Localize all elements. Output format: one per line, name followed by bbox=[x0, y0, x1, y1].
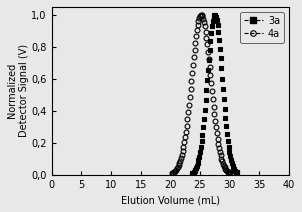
4a bbox=[183, 136, 187, 138]
4a bbox=[203, 25, 207, 28]
3a bbox=[201, 126, 205, 128]
4a bbox=[190, 80, 193, 82]
4a bbox=[199, 14, 203, 16]
4a bbox=[170, 172, 174, 174]
3a bbox=[213, 14, 217, 16]
3a bbox=[236, 172, 239, 174]
4a bbox=[182, 141, 186, 144]
4a bbox=[204, 30, 207, 33]
Line: 4a: 4a bbox=[170, 13, 233, 176]
Y-axis label: Normalized
Detector Signal (V): Normalized Detector Signal (V) bbox=[7, 44, 29, 137]
4a bbox=[224, 167, 227, 170]
Legend: 3a, 4a: 3a, 4a bbox=[240, 12, 284, 42]
Line: 3a: 3a bbox=[190, 13, 240, 176]
3a bbox=[234, 170, 238, 173]
3a bbox=[190, 172, 194, 174]
3a bbox=[221, 88, 225, 90]
X-axis label: Elution Volume (mL): Elution Volume (mL) bbox=[121, 195, 220, 205]
3a bbox=[229, 159, 233, 161]
3a bbox=[224, 125, 228, 127]
3a bbox=[201, 134, 204, 136]
4a bbox=[228, 172, 232, 174]
